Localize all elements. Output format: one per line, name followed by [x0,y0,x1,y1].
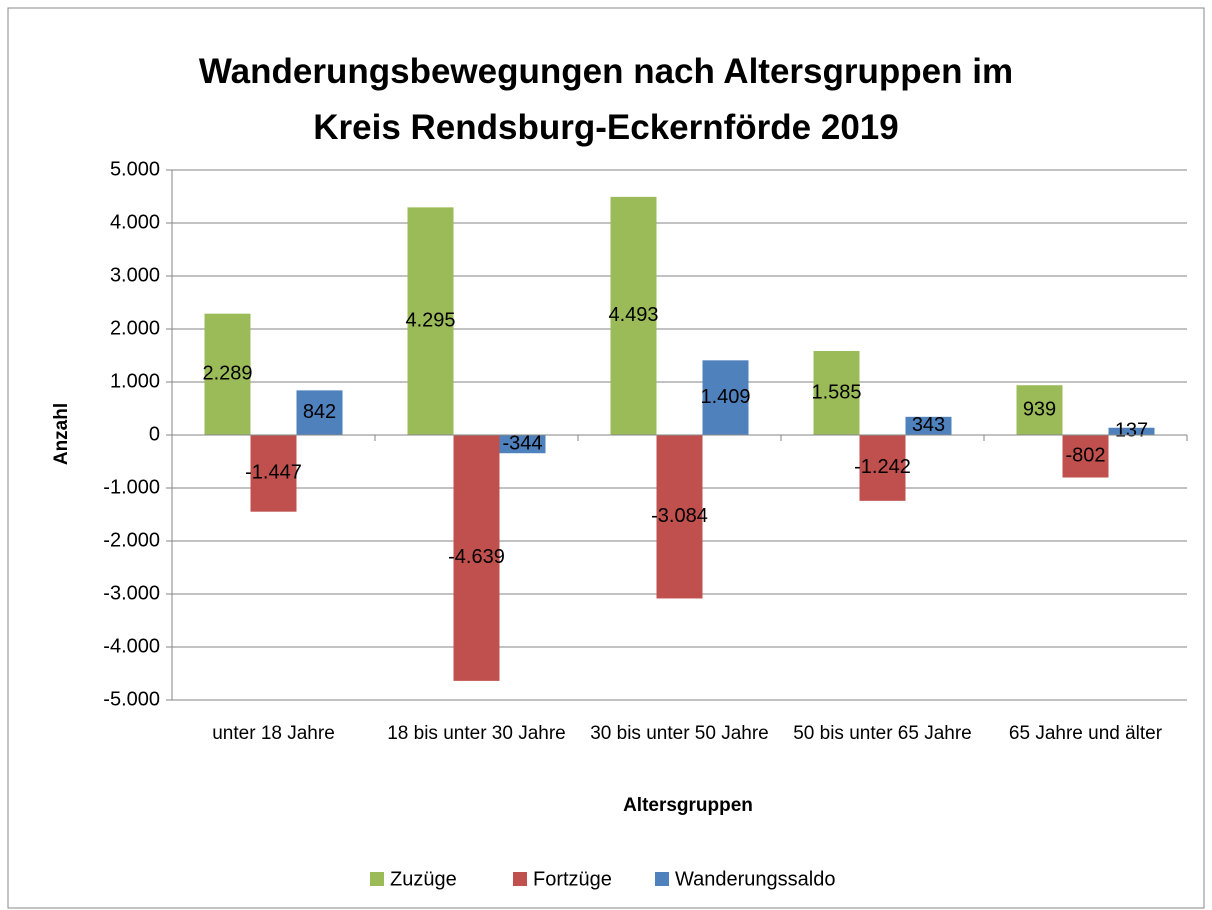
data-label: 343 [912,414,945,436]
data-label: 137 [1115,420,1148,442]
data-label: 4.493 [608,304,658,326]
bar [204,313,251,435]
data-label: 939 [1023,398,1056,420]
data-label: 2.289 [202,363,252,385]
data-label: 1.585 [811,381,861,403]
x-tick-label: 50 bis unter 65 Jahre [793,723,972,744]
bar [702,360,749,435]
data-label: 1.409 [700,386,750,408]
chart-title: Wanderungsbewegungen nach Altersgruppen … [198,52,1014,147]
data-label: -4.639 [448,546,505,568]
bar [499,435,546,454]
bar [905,416,952,435]
y-tick-label: 2.000 [110,317,160,339]
data-label: -3.084 [651,505,708,527]
bar [813,350,860,435]
chart-frame [7,7,1205,909]
y-tick-label: 4.000 [110,211,160,233]
data-label: -1.242 [854,456,911,478]
legend-label: Wanderungssaldo [675,868,835,890]
data-label: -344 [502,432,542,454]
x-tick-label: 30 bis unter 50 Jahre [590,723,769,744]
data-label: 4.295 [405,309,455,331]
y-tick-label: -4.000 [103,635,160,657]
y-tick-label: 3.000 [110,264,160,286]
bar [407,207,454,435]
legend-swatch [370,872,384,886]
x-tick-label: 65 Jahre und älter [1008,723,1163,744]
y-tick-label: 0 [149,423,160,445]
y-tick-label: 1.000 [110,370,160,392]
legend-swatch [513,872,527,886]
bar [859,435,906,501]
bar [1108,427,1155,435]
data-label: 842 [303,401,336,423]
bar [250,435,297,512]
y-tick-label: -2.000 [103,529,160,551]
bar [1016,385,1063,435]
y-tick-label: 5.000 [110,158,160,180]
x-tick-label: unter 18 Jahre [212,723,335,744]
y-tick-label: -1.000 [103,476,160,498]
y-tick-label: -5.000 [103,688,160,710]
bar [656,435,703,599]
x-tick-label: 18 bis unter 30 Jahre [387,723,566,744]
data-label: -1.447 [245,462,302,484]
bar [453,435,500,681]
legend-swatch [655,872,669,886]
legend-label: Zuzüge [390,868,457,890]
y-axis-title: Anzahl [51,403,72,465]
legend-label: Fortzüge [533,868,612,890]
bar [296,390,343,435]
x-axis-title: Altersgruppen [623,795,753,816]
y-tick-label: -3.000 [103,582,160,604]
bar [610,196,657,435]
data-label: -802 [1065,445,1105,467]
bar [1062,435,1109,478]
